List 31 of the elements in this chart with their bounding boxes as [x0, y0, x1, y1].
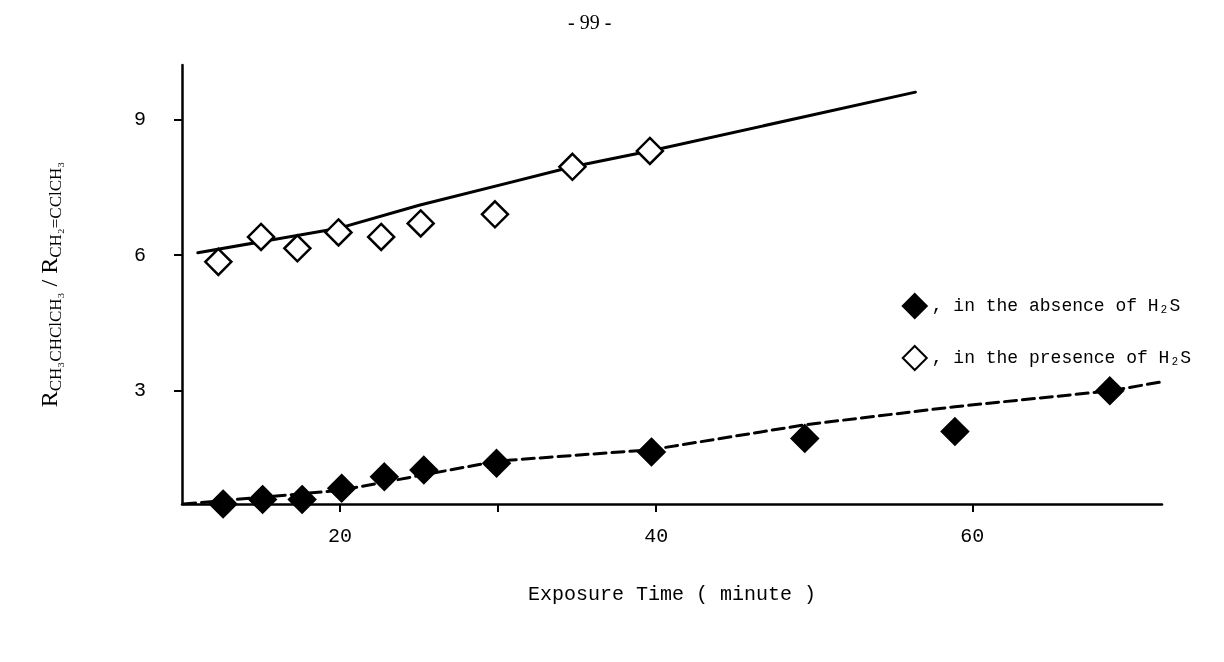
point: [482, 449, 511, 478]
point: [558, 152, 587, 182]
point: [283, 234, 312, 263]
y-tick-label: 9: [133, 107, 146, 131]
point: [635, 136, 665, 166]
point: [204, 247, 233, 277]
point: [406, 209, 435, 238]
point: [248, 485, 277, 514]
point: [409, 455, 439, 485]
point: [287, 485, 317, 514]
x-axis-title: Exposure Time ( minute ): [527, 582, 817, 606]
x-tick-label: 20: [328, 524, 353, 548]
point: [790, 424, 820, 453]
y-axis-title: RCH₃CHClCH₃ / RCH₂=CClCH₃: [35, 161, 65, 408]
y-tick-label: 6: [133, 243, 146, 267]
legend-label: , in the absence of H₂S: [931, 296, 1181, 316]
text: - 99 -: [568, 11, 612, 33]
x-tick-label: 40: [644, 524, 669, 548]
point: [370, 462, 399, 492]
point: [324, 218, 353, 247]
point: [366, 222, 396, 252]
x-tick-label: 60: [960, 524, 985, 548]
point: [637, 437, 666, 467]
legend-label: , in the presence of H₂S: [931, 348, 1192, 368]
point: [246, 222, 276, 252]
point: [327, 473, 356, 503]
point: [1095, 376, 1125, 406]
point: [940, 417, 970, 446]
y-tick-label: 3: [133, 379, 146, 403]
point: [208, 489, 238, 519]
point: [480, 200, 510, 229]
